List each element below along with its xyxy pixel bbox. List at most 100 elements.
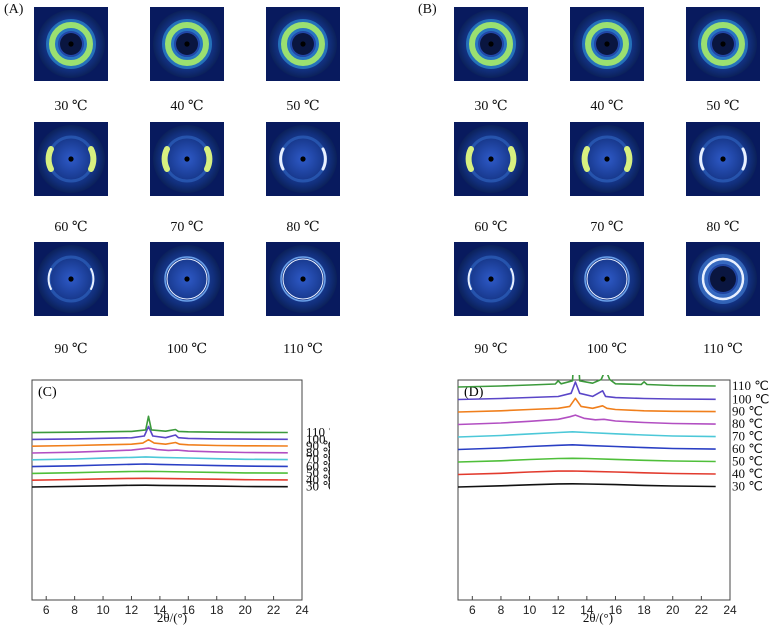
panel-label-b: (B) bbox=[418, 2, 437, 17]
series-line bbox=[457, 397, 716, 413]
saxs-pattern bbox=[570, 7, 644, 81]
saxs-temperature-label: 30 ℃ bbox=[474, 99, 508, 114]
series-label: 80 ℃ bbox=[732, 416, 763, 431]
saxs-temperature-label: 70 ℃ bbox=[590, 220, 624, 235]
chart-c-svg: (C) 6 8 10 12 14 16 18 20 22 24 30 ℃40 ℃50 ℃60 ℃70 … bbox=[31, 379, 330, 617]
series-label: 40 ℃ bbox=[306, 472, 330, 487]
saxs-pattern bbox=[150, 7, 224, 81]
series-label: 30 ℃ bbox=[732, 479, 763, 494]
saxs-temperature-label: 80 ℃ bbox=[706, 220, 740, 235]
saxs-pattern bbox=[686, 122, 760, 196]
saxs-temperature-label: 30 ℃ bbox=[54, 99, 88, 114]
saxs-pattern bbox=[34, 7, 108, 81]
saxs-pattern bbox=[570, 242, 644, 316]
saxs-pattern bbox=[266, 242, 340, 316]
x-tick-label: 10 bbox=[523, 603, 537, 617]
series-label: 50 ℃ bbox=[306, 465, 330, 480]
series-label: 100 ℃ bbox=[732, 391, 769, 406]
x-tick-label: 12 bbox=[125, 603, 139, 617]
series-line bbox=[31, 425, 288, 441]
chart-c-xlabel: 2θ/(°) bbox=[156, 610, 188, 625]
chart-d: (D) 6 8 10 12 14 16 18 20 22 24 30 ℃ 40 ℃ 50 ℃ 60 ℃ 70 … bbox=[420, 375, 774, 631]
series-line bbox=[31, 438, 288, 447]
chart-c: (C) 6 8 10 12 14 16 18 20 22 24 30 ℃ 40 ℃ 50 ℃ 60 ℃ 70 … bbox=[0, 375, 330, 631]
saxs-temperature-label: 90 ℃ bbox=[54, 342, 88, 357]
x-tick-label: 18 bbox=[637, 603, 651, 617]
x-tick-label: 22 bbox=[695, 603, 709, 617]
series-line bbox=[457, 470, 716, 476]
x-tick-label: 24 bbox=[295, 603, 309, 617]
saxs-temperature-label: 90 ℃ bbox=[474, 342, 508, 357]
series-line bbox=[31, 415, 288, 434]
series-label: 40 ℃ bbox=[732, 466, 763, 481]
saxs-temperature-label: 80 ℃ bbox=[286, 220, 320, 235]
chart-d-xlabel: 2θ/(°) bbox=[582, 610, 614, 625]
saxs-pattern bbox=[454, 242, 528, 316]
series-line bbox=[31, 447, 288, 454]
saxs-temperature-label: 110 ℃ bbox=[283, 342, 323, 357]
series-line bbox=[31, 484, 288, 488]
series-line bbox=[31, 470, 288, 475]
series-line bbox=[457, 381, 716, 401]
x-tick-label: 6 bbox=[469, 603, 476, 617]
x-tick-label: 24 bbox=[723, 603, 737, 617]
x-tick-label: 8 bbox=[71, 603, 78, 617]
chart-panel-label: (C) bbox=[38, 385, 57, 400]
saxs-temperature-label: 100 ℃ bbox=[586, 342, 628, 357]
series-line bbox=[457, 444, 716, 451]
chart-panel-label: (D) bbox=[464, 385, 484, 400]
series-line bbox=[31, 477, 288, 481]
series-label: 60 ℃ bbox=[306, 458, 330, 473]
x-tick-label: 20 bbox=[666, 603, 680, 617]
series-label: 110 ℃ bbox=[732, 378, 769, 393]
saxs-temperature-label: 40 ℃ bbox=[590, 99, 624, 114]
saxs-temperature-label: 40 ℃ bbox=[170, 99, 204, 114]
series-label: 30 ℃ bbox=[306, 479, 330, 494]
saxs-pattern bbox=[150, 242, 224, 316]
series-label: 90 ℃ bbox=[306, 438, 330, 453]
series-label: 50 ℃ bbox=[732, 454, 763, 469]
series-label: 110 ℃ bbox=[306, 424, 330, 439]
series-label: 80 ℃ bbox=[306, 445, 330, 460]
x-tick-label: 18 bbox=[210, 603, 224, 617]
saxs-temperature-label: 60 ℃ bbox=[54, 220, 88, 235]
series-line bbox=[457, 414, 716, 426]
x-tick-label: 22 bbox=[267, 603, 281, 617]
saxs-pattern bbox=[686, 7, 760, 81]
saxs-temperature-label: 50 ℃ bbox=[706, 99, 740, 114]
chart-d-svg: (D) 6 8 10 12 14 16 18 20 22 24 30 ℃40 ℃50 ℃60 ℃70 … bbox=[457, 375, 769, 617]
saxs-temperature-label: 60 ℃ bbox=[474, 220, 508, 235]
series-label: 90 ℃ bbox=[732, 404, 763, 419]
series-label: 60 ℃ bbox=[732, 441, 763, 456]
series-label: 70 ℃ bbox=[732, 429, 763, 444]
x-tick-label: 16 bbox=[182, 603, 196, 617]
x-tick-label: 20 bbox=[238, 603, 252, 617]
saxs-pattern bbox=[34, 122, 108, 196]
x-tick-label: 14 bbox=[153, 603, 167, 617]
series-line bbox=[31, 463, 288, 468]
x-tick-label: 6 bbox=[43, 603, 50, 617]
saxs-pattern bbox=[266, 7, 340, 81]
saxs-pattern bbox=[34, 242, 108, 316]
series-line bbox=[457, 483, 716, 488]
saxs-temperature-label: 50 ℃ bbox=[286, 99, 320, 114]
series-line bbox=[457, 457, 716, 463]
x-tick-label: 14 bbox=[580, 603, 594, 617]
series-line bbox=[457, 431, 716, 438]
saxs-pattern bbox=[686, 242, 760, 316]
series-label: 100 ℃ bbox=[306, 431, 330, 446]
series-label: 70 ℃ bbox=[306, 452, 330, 467]
saxs-pattern bbox=[570, 122, 644, 196]
saxs-temperature-label: 70 ℃ bbox=[170, 220, 204, 235]
panel-label-a: (A) bbox=[4, 2, 24, 17]
x-tick-label: 16 bbox=[609, 603, 623, 617]
saxs-pattern bbox=[150, 122, 224, 196]
series-line bbox=[31, 456, 288, 461]
saxs-temperature-label: 100 ℃ bbox=[166, 342, 208, 357]
x-tick-label: 8 bbox=[498, 603, 505, 617]
series-line bbox=[457, 375, 716, 388]
saxs-temperature-label: 110 ℃ bbox=[703, 342, 743, 357]
saxs-pattern bbox=[266, 122, 340, 196]
x-tick-label: 10 bbox=[96, 603, 110, 617]
saxs-pattern bbox=[454, 7, 528, 81]
